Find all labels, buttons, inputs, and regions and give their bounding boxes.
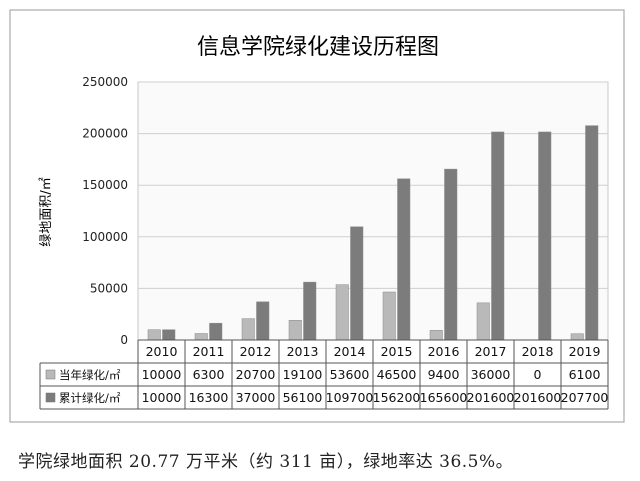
bar-cumulative	[585, 125, 599, 341]
bar-cumulative	[538, 131, 552, 341]
bar-annual	[194, 333, 208, 341]
bar-annual	[288, 320, 302, 341]
y-tick-label: 150000	[82, 178, 128, 192]
y-tick-label: 100000	[82, 230, 128, 244]
table-value: 20700	[236, 367, 276, 382]
legend-label: 当年绿化/㎡	[59, 368, 121, 382]
bar-annual	[570, 333, 584, 341]
bar-annual	[382, 291, 396, 341]
bar-annual	[429, 330, 443, 341]
plot-area: 0 50000 100000 150000 200000 250000	[82, 75, 609, 347]
table-value: 9400	[428, 367, 460, 382]
table-value: 0	[534, 367, 542, 382]
legend-swatch-annual	[45, 369, 56, 380]
x-category-label: 2016	[428, 344, 460, 359]
bar-cumulative	[303, 281, 317, 341]
y-tick-label: 50000	[90, 281, 128, 295]
y-tick-label: 250000	[82, 75, 128, 89]
caption-text: 学院绿地面积 20.77 万平米（约 311 亩），绿地率达 36.5%。	[18, 452, 514, 472]
table-value: 16300	[189, 390, 229, 405]
table-value: 37000	[236, 390, 276, 405]
table-value: 6300	[193, 367, 225, 382]
bar-cumulative	[444, 168, 458, 341]
bar-cumulative	[256, 301, 270, 341]
bar-annual	[335, 284, 349, 341]
y-tick-label: 0	[120, 333, 128, 347]
bar-annual	[241, 318, 255, 341]
bar-cumulative	[162, 329, 176, 341]
legend-label: 累计绿化/㎡	[59, 391, 121, 405]
x-category-label: 2013	[287, 344, 319, 359]
y-tick-label: 200000	[82, 127, 128, 141]
bar-cumulative	[397, 178, 411, 341]
bar-cumulative	[209, 322, 223, 341]
table-value: 36000	[471, 367, 511, 382]
data-table: 2010 2011 2012 2013 2014 2015 2016 2017 2018 2019…	[39, 339, 609, 410]
table-value: 19100	[283, 367, 323, 382]
table-value: 56100	[283, 390, 323, 405]
x-category-label: 2015	[381, 344, 413, 359]
x-category-label: 2018	[522, 344, 554, 359]
table-value: 6100	[569, 367, 601, 382]
x-category-label: 2012	[240, 344, 272, 359]
bar-cumulative	[350, 226, 364, 341]
table-value: 109700	[326, 390, 374, 405]
x-category-label: 2011	[193, 344, 225, 359]
table-value: 156200	[373, 390, 421, 405]
x-category-label: 2014	[334, 344, 366, 359]
chart-title: 信息学院绿化建设历程图	[197, 35, 439, 60]
legend-swatch-cumulative	[45, 392, 56, 403]
x-category-label: 2010	[146, 344, 178, 359]
table-value: 207700	[561, 390, 609, 405]
bar-chart-figure: 信息学院绿化建设历程图 绿地面积/㎡ 050000100000150000200…	[9, 9, 625, 423]
x-category-label: 2019	[569, 344, 601, 359]
bar-annual	[147, 329, 161, 341]
table-value: 201600	[514, 390, 562, 405]
table-value: 46500	[377, 367, 417, 382]
plot-background	[137, 81, 609, 341]
y-axis-label: 绿地面积/㎡	[39, 177, 54, 246]
x-category-label: 2017	[475, 344, 507, 359]
table-value: 201600	[467, 390, 515, 405]
table-value: 10000	[142, 390, 182, 405]
bar-annual	[476, 302, 490, 341]
bar-cumulative	[491, 131, 505, 341]
table-value: 165600	[420, 390, 468, 405]
table-value: 10000	[142, 367, 182, 382]
table-value: 53600	[330, 367, 370, 382]
